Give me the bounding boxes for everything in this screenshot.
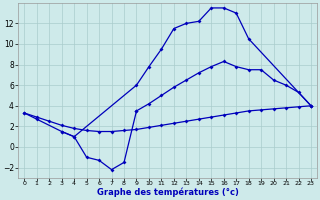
X-axis label: Graphe des températures (°c): Graphe des températures (°c) <box>97 188 239 197</box>
